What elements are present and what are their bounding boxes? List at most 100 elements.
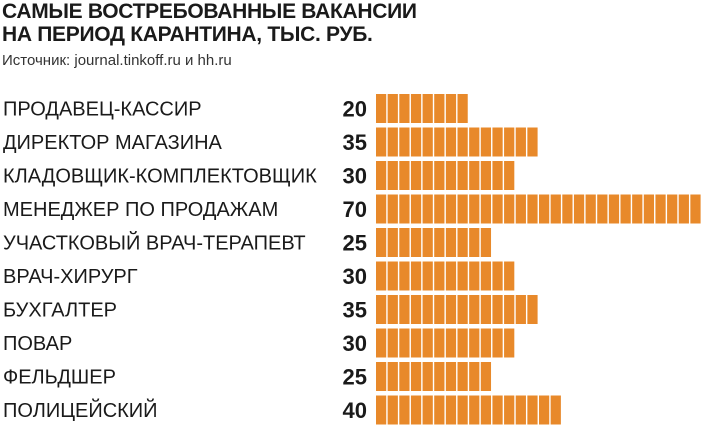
value-label: 35 [343,130,367,155]
bar-segment [399,194,410,224]
bar-segment [422,161,433,190]
bar-segment [655,194,666,224]
bar-segment [387,94,398,123]
category-label: ПОВАР [3,333,72,355]
bar [376,261,515,291]
bar-segment [550,194,561,224]
bar-segment [678,194,689,224]
value-label: 35 [343,298,367,323]
bar-segment [457,261,468,291]
bar-segment [445,127,457,157]
bar [376,161,515,190]
bar-segment [410,395,422,425]
bar-segment [527,295,538,324]
bar-segment [376,395,387,425]
bar-segment [539,395,550,425]
bar-segment [457,362,468,391]
bar-segment [434,94,445,123]
bar-segment [376,295,387,324]
bar-segment [387,261,398,291]
bar-segment [492,161,503,190]
bar-segment [445,94,457,123]
bar-segment [480,395,492,425]
bar-segment [422,362,433,391]
bar-segment [399,328,410,358]
bar-segment [445,261,457,291]
bar-segment [632,194,643,224]
bar-segment [399,161,410,190]
category-label: ФЕЛЬДШЕР [3,367,116,389]
bar-segment [527,127,538,157]
bar-segment [445,228,457,257]
bar-segment [480,362,492,391]
value-label: 30 [343,264,367,289]
bar-segment [504,295,515,324]
bar-segment [387,328,398,358]
category-label: БУХГАЛТЕР [3,300,117,322]
bar [376,328,515,358]
bar-segment [387,295,398,324]
bar-segment [434,295,445,324]
bar [376,194,701,224]
bar-segment [504,328,515,358]
bar-segment [469,161,480,190]
bar-segment [539,194,550,224]
bar-segment [410,127,422,157]
bar-segment [387,194,398,224]
bar-segment [492,295,503,324]
bar-segment [399,295,410,324]
bar-segment [410,161,422,190]
value-label: 20 [343,97,367,122]
bar-segment [422,127,433,157]
category-label: ДИРЕКТОР МАГАЗИНА [3,132,223,154]
bar-segment [387,228,398,257]
category-label: ПРОДАВЕЦ-КАССИР [3,99,202,121]
bar-segment [504,395,515,425]
value-label: 30 [343,164,367,189]
bar [376,395,561,425]
bar-segment [376,328,387,358]
bar-segment [550,395,561,425]
bar-segment [376,94,387,123]
bar-segment [445,161,457,190]
bar-segment [445,362,457,391]
bar-segment [387,161,398,190]
value-label: 30 [343,331,367,356]
bar-segment [480,127,492,157]
bar [376,295,538,324]
category-label: КЛАДОВЩИК-КОМПЛЕКТОВЩИК [3,166,317,188]
bar-segment [515,295,526,324]
bar-segment [434,261,445,291]
bar-segment [469,295,480,324]
bar-segment [457,295,468,324]
value-label: 25 [343,365,367,390]
bar-segment [480,328,492,358]
bar-segment [457,395,468,425]
bar-segment [504,261,515,291]
bar-segment [469,261,480,291]
bar-segment [410,228,422,257]
bar [376,362,492,391]
bar-segment [445,295,457,324]
bar-segment [527,194,538,224]
bar-segment [434,228,445,257]
bar-segment [480,228,492,257]
bar-segment [457,94,468,123]
bar-segment [480,161,492,190]
bar-segment [445,194,457,224]
bar-segment [515,395,526,425]
value-label: 40 [343,398,367,423]
bar-segment [492,328,503,358]
bar-segment [399,362,410,391]
bar-segment [515,194,526,224]
bar-segment [422,395,433,425]
bar-segment [469,194,480,224]
bar-segment [480,295,492,324]
chart-title-line-2: НА ПЕРИОД КАРАНТИНА, ТЫС. РУБ. [2,23,373,46]
bar-segment [690,194,701,224]
bar-segment [492,127,503,157]
bar-segment [410,362,422,391]
bar-segment [376,194,387,224]
bar-segment [434,395,445,425]
bar-segment [410,295,422,324]
